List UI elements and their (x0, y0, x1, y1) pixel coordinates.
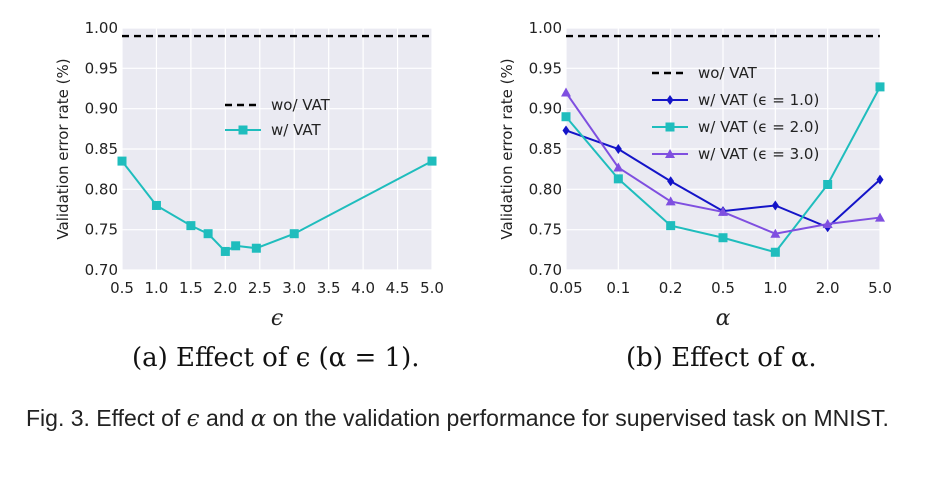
data-point (666, 221, 676, 231)
data-point (427, 156, 437, 166)
data-point (667, 176, 675, 187)
x-tick-label: 1.5 (179, 279, 203, 297)
data-point (561, 112, 571, 122)
data-point (203, 229, 213, 239)
x-tick-label: 5.0 (420, 279, 444, 297)
figure-canvas: 0.70 0.75 0.80 0.85 0.90 0.95 1.00 0.5 1.0 1.5 2.0… (54, 19, 892, 331)
data-point (770, 228, 781, 238)
data-point (220, 246, 230, 256)
y-tick-label: 0.75 (85, 221, 118, 239)
legend-label: w/ VAT (ϵ = 2.0) (698, 118, 819, 136)
data-point (875, 212, 885, 222)
caption-suffix: on the validation performance for superv… (272, 405, 889, 431)
y-tick-label: 1.00 (85, 19, 118, 37)
y-tick-label: 1.00 (529, 19, 562, 37)
subcaption-a: (a) Effect of ϵ (α = 1). (132, 343, 420, 373)
y-tick-label: 0.85 (529, 140, 562, 158)
x-axis-label: α (716, 306, 731, 331)
x-tick-label: 4.0 (351, 279, 375, 297)
y-axis-label: Validation error rate (%) (498, 58, 516, 239)
caption-middle: and (205, 405, 245, 431)
data-point (231, 241, 241, 251)
y-tick-label: 0.90 (529, 100, 562, 118)
legend-label: wo/ VAT (271, 96, 331, 114)
data-point (665, 196, 676, 206)
data-point (875, 82, 885, 92)
y-tick-label: 0.80 (85, 180, 118, 198)
data-point (613, 174, 623, 184)
figure-caption: Fig. 3. Effect of ϵ and α on the validat… (26, 402, 916, 435)
data-point (289, 229, 299, 239)
data-point (823, 179, 833, 189)
x-tick-label: 3.5 (317, 279, 341, 297)
x-tick-label: 1.0 (145, 279, 169, 297)
data-point (665, 149, 675, 158)
caption-symbol-epsilon: ϵ (186, 406, 200, 432)
x-tick-label: 0.5 (110, 279, 134, 297)
x-tick-label: 5.0 (868, 279, 892, 297)
x-tick-label: 0.2 (659, 279, 683, 297)
data-point (186, 221, 196, 231)
legend-label: w/ VAT (ϵ = 1.0) (698, 91, 819, 109)
data-point (876, 174, 884, 185)
caption-symbol-alpha: α (250, 406, 267, 432)
data-point (718, 206, 728, 216)
y-tick-label: 0.70 (529, 261, 562, 279)
x-tick-label: 0.1 (606, 279, 630, 297)
chart-panel-b: 0.70 0.75 0.80 0.85 0.90 0.95 1.00 0.05 0.1 0.2 0.… (498, 19, 892, 331)
data-point (238, 125, 248, 135)
subcaption-b: (b) Effect of α. (626, 343, 817, 373)
y-tick-label: 0.95 (85, 59, 118, 77)
data-point (771, 200, 779, 211)
legend-label: wo/ VAT (698, 64, 758, 82)
legend-label: w/ VAT (ϵ = 3.0) (698, 145, 819, 163)
data-point (613, 162, 624, 172)
x-axis-label: ϵ (271, 306, 283, 331)
data-point (117, 156, 127, 166)
data-point (770, 247, 780, 257)
y-tick-label: 0.85 (85, 140, 118, 158)
y-tick-label: 0.70 (85, 261, 118, 279)
caption-prefix: Fig. 3. Effect of (26, 405, 181, 431)
y-tick-label: 0.75 (529, 221, 562, 239)
legend-label: w/ VAT (271, 121, 321, 139)
x-tick-label: 4.5 (386, 279, 410, 297)
data-point (251, 243, 261, 253)
y-tick-label: 0.90 (85, 100, 118, 118)
x-tick-label: 0.5 (711, 279, 735, 297)
y-axis-label: Validation error rate (%) (54, 58, 72, 239)
data-point (614, 144, 622, 154)
x-tick-label: 1.0 (763, 279, 787, 297)
x-tick-label: 0.05 (549, 279, 582, 297)
data-point (822, 219, 833, 229)
x-tick-label: 3.0 (282, 279, 306, 297)
data-point (666, 95, 674, 105)
data-point (718, 233, 728, 243)
chart-panel-a: 0.70 0.75 0.80 0.85 0.90 0.95 1.00 0.5 1.0 1.5 2.0… (54, 19, 444, 331)
data-point (562, 125, 570, 136)
x-tick-label: 2.0 (213, 279, 237, 297)
data-point (151, 200, 161, 210)
x-tick-label: 2.0 (816, 279, 840, 297)
data-point (561, 87, 571, 97)
data-point (665, 122, 675, 132)
y-tick-label: 0.80 (529, 180, 562, 198)
x-tick-label: 2.5 (248, 279, 272, 297)
y-tick-label: 0.95 (529, 59, 562, 77)
